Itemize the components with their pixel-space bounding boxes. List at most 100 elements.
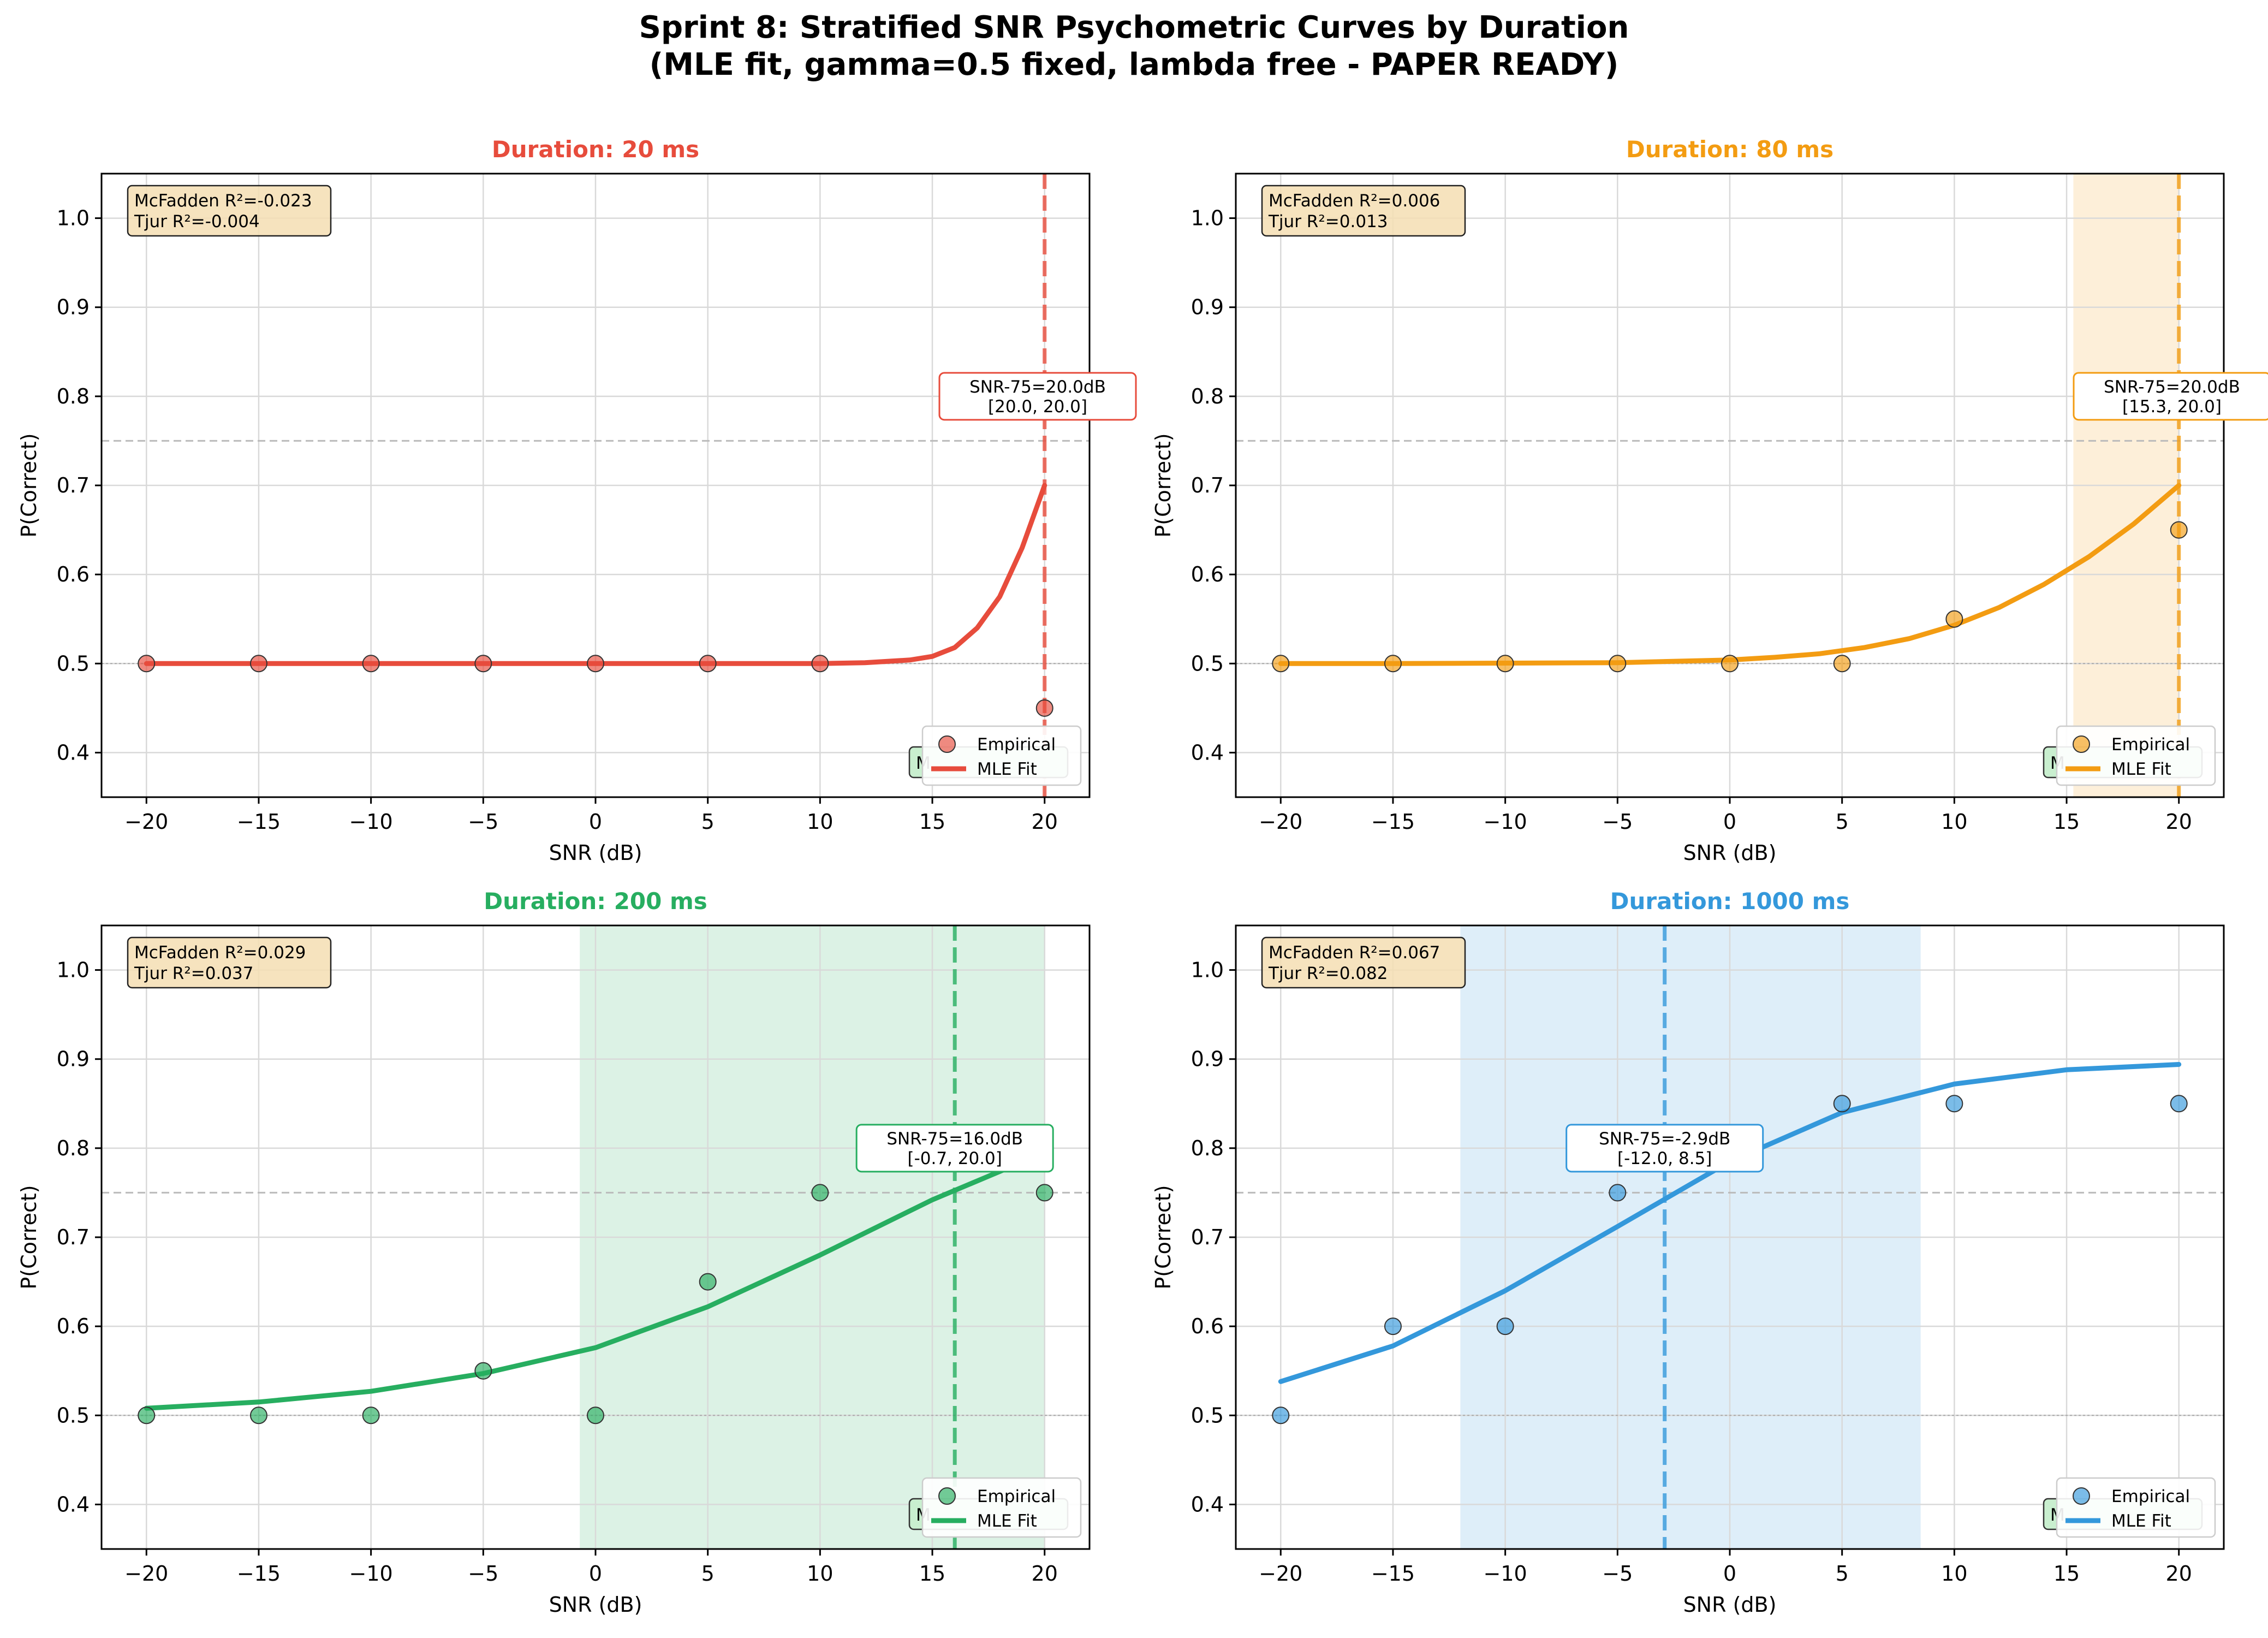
y-tick-label: 1.0 bbox=[57, 958, 90, 982]
y-tick-label: 0.8 bbox=[1191, 384, 1224, 408]
snr75-annotation-box bbox=[2073, 372, 2268, 421]
y-axis-label: P(Correct) bbox=[1151, 433, 1175, 537]
x-tick-label: 0 bbox=[589, 1562, 602, 1586]
panel-title: Duration: 80 ms bbox=[1626, 136, 1834, 163]
x-tick-label: 5 bbox=[1836, 1562, 1849, 1586]
y-tick-label: 0.9 bbox=[57, 1047, 90, 1071]
x-tick-label: 10 bbox=[1941, 1562, 1967, 1586]
x-tick-label: 20 bbox=[2166, 810, 2192, 834]
stats-box bbox=[127, 936, 332, 989]
y-tick-label: 1.0 bbox=[57, 206, 90, 230]
empirical-point bbox=[587, 1406, 604, 1425]
x-axis-label: SNR (dB) bbox=[549, 1593, 642, 1617]
y-tick-label: 0.7 bbox=[57, 1225, 90, 1249]
y-tick-label: 0.6 bbox=[1191, 562, 1224, 586]
y-tick-label: 0.8 bbox=[57, 1136, 90, 1160]
y-tick-label: 0.9 bbox=[57, 295, 90, 319]
x-tick-label: 5 bbox=[701, 810, 715, 834]
mcfadden-r2: McFadden R²=-0.023 bbox=[134, 191, 312, 211]
snr75-label: SNR-75=20.0dB bbox=[969, 377, 1106, 397]
y-tick-label: 0.4 bbox=[1191, 1492, 1224, 1516]
empirical-point bbox=[1945, 610, 1963, 628]
mle-fit-line bbox=[144, 483, 1047, 666]
empirical-point bbox=[1945, 1095, 1963, 1113]
y-tick-label: 0.4 bbox=[57, 740, 90, 764]
empirical-point bbox=[138, 655, 156, 673]
legend-empirical-label: Empirical bbox=[2111, 1487, 2190, 1506]
panel-title: Duration: 200 ms bbox=[484, 888, 707, 915]
stats-box bbox=[1261, 185, 1466, 237]
x-tick-label: −15 bbox=[1371, 1562, 1415, 1586]
x-tick-label: 0 bbox=[1723, 810, 1736, 834]
x-tick-label: −10 bbox=[1484, 810, 1527, 834]
x-tick-label: 0 bbox=[589, 810, 602, 834]
x-tick-label: 10 bbox=[807, 810, 833, 834]
figure-title-line-2: (MLE fit, gamma=0.5 fixed, lambda free -… bbox=[649, 47, 1619, 82]
x-tick-label: −20 bbox=[124, 810, 168, 834]
x-tick-label: 20 bbox=[1032, 810, 1058, 834]
y-tick-label: 0.8 bbox=[1191, 1136, 1224, 1160]
snr75-label: SNR-75=20.0dB bbox=[2104, 377, 2240, 397]
snr75-annotation-box bbox=[938, 372, 1137, 421]
y-tick-label: 0.6 bbox=[57, 1314, 90, 1338]
x-tick-label: −10 bbox=[349, 1562, 393, 1586]
x-tick-label: −5 bbox=[468, 810, 498, 834]
snr75-ci-label: [15.3, 20.0] bbox=[2122, 397, 2222, 417]
x-tick-label: −20 bbox=[1259, 1562, 1302, 1586]
snr75-annotation-box bbox=[1565, 1124, 1764, 1173]
snr75-annotation-box bbox=[855, 1124, 1054, 1173]
empirical-point bbox=[2170, 521, 2188, 539]
tjur-r2: Tjur R²=0.082 bbox=[1268, 964, 1388, 983]
empirical-point bbox=[138, 1406, 156, 1425]
stats-box bbox=[127, 185, 332, 237]
empirical-point bbox=[1384, 655, 1402, 673]
chart-panel-2: −20 −15 −10 −5 0 5 10 15 20 0.4 0.5 0.6 0.7 0.8 0.9 1.0… bbox=[1151, 136, 2268, 865]
y-tick-label: 0.4 bbox=[57, 1492, 90, 1516]
legend-empirical-label: Empirical bbox=[2111, 735, 2190, 755]
legend-fit-label: MLE Fit bbox=[977, 759, 1037, 779]
empirical-point bbox=[1609, 1184, 1627, 1202]
x-axis-label: SNR (dB) bbox=[1683, 1593, 1777, 1617]
empirical-point bbox=[587, 655, 604, 673]
x-tick-label: 5 bbox=[1836, 810, 1849, 834]
x-tick-label: 10 bbox=[1941, 810, 1967, 834]
chart-panel-1: −20 −15 −10 −5 0 5 10 15 20 0.4 0.5 0.6 0.7 0.8 0.9 1.0… bbox=[17, 136, 1137, 865]
empirical-point bbox=[1272, 1406, 1290, 1425]
snr75-label: SNR-75=-2.9dB bbox=[1599, 1129, 1730, 1149]
x-tick-label: 15 bbox=[919, 1562, 945, 1586]
x-axis-label: SNR (dB) bbox=[549, 841, 642, 865]
empirical-point bbox=[811, 655, 829, 673]
x-tick-label: 15 bbox=[2053, 1562, 2080, 1586]
x-tick-label: 0 bbox=[1723, 1562, 1736, 1586]
y-tick-label: 1.0 bbox=[1191, 206, 1224, 230]
x-tick-label: −5 bbox=[1602, 1562, 1633, 1586]
empirical-point bbox=[2170, 1095, 2188, 1113]
x-tick-label: −5 bbox=[468, 1562, 498, 1586]
y-tick-label: 0.7 bbox=[1191, 473, 1224, 497]
y-tick-label: 0.4 bbox=[1191, 740, 1224, 764]
legend-empirical-label: Empirical bbox=[977, 1487, 1056, 1506]
empirical-point bbox=[1035, 699, 1053, 717]
empirical-point bbox=[1721, 655, 1739, 673]
empirical-point bbox=[699, 1273, 717, 1291]
y-tick-label: 0.7 bbox=[57, 473, 90, 497]
snr75-ci-label: [20.0, 20.0] bbox=[988, 397, 1087, 417]
empirical-point bbox=[249, 655, 267, 673]
x-tick-label: 10 bbox=[807, 1562, 833, 1586]
legend-empirical-marker bbox=[2073, 1487, 2090, 1505]
empirical-point bbox=[1833, 1095, 1851, 1113]
y-tick-label: 0.9 bbox=[1191, 1047, 1224, 1071]
x-tick-label: −5 bbox=[1602, 810, 1633, 834]
empirical-point bbox=[362, 655, 380, 673]
y-tick-label: 0.7 bbox=[1191, 1225, 1224, 1249]
x-tick-label: −15 bbox=[1371, 810, 1415, 834]
snr75-label: SNR-75=16.0dB bbox=[886, 1129, 1023, 1149]
figure-title-line-1: Sprint 8: Stratified SNR Psychometric Cu… bbox=[639, 10, 1629, 45]
y-tick-label: 1.0 bbox=[1191, 958, 1224, 982]
y-tick-label: 0.6 bbox=[57, 562, 90, 586]
y-tick-label: 0.5 bbox=[1191, 651, 1224, 675]
y-axis-label: P(Correct) bbox=[17, 433, 41, 537]
tjur-r2: Tjur R²=-0.004 bbox=[134, 212, 260, 232]
panel-title: Duration: 20 ms bbox=[492, 136, 699, 163]
